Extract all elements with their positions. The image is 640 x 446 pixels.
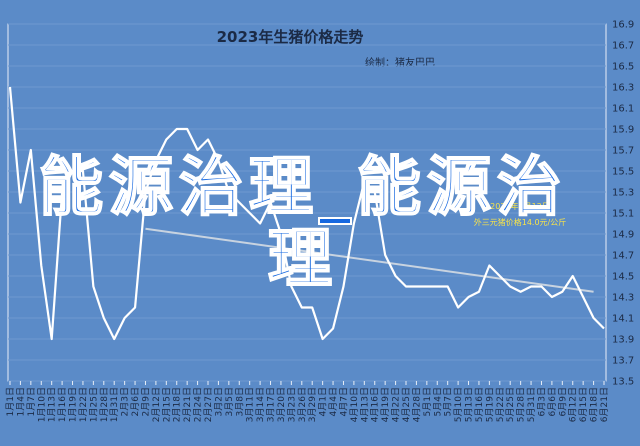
x-tick-label: 6月6日	[547, 387, 558, 416]
y-tick-label: 16.3	[612, 83, 634, 94]
y-tick-label: 14.5	[612, 272, 634, 283]
annotation: 外三元猪价格14.0元/公斤	[474, 217, 567, 227]
x-tick-label: 5月22日	[495, 387, 506, 422]
x-tick-label: 1月7日	[26, 387, 37, 416]
x-tick-label: 1月19日	[68, 387, 79, 422]
x-tick-label: 3月14日	[255, 387, 266, 422]
x-tick-label: 1月31日	[109, 387, 120, 422]
x-tick-label: 5月10日	[453, 387, 464, 422]
y-tick-label: 13.5	[612, 377, 634, 388]
x-tick-label: 2月12日	[151, 387, 162, 422]
y-tick-label: 15.5	[612, 167, 634, 178]
x-tick-label: 6月3日	[536, 387, 547, 416]
chart-title: 2023年生猪价格走势	[217, 28, 364, 46]
y-tick-label: 16.5	[612, 62, 634, 73]
y-tick-label: 15.1	[612, 209, 634, 220]
x-tick-label: 2月18日	[172, 387, 183, 422]
x-tick-label: 4月4日	[328, 387, 339, 416]
x-tick-label: 4月22日	[391, 387, 402, 422]
x-tick-label: 3月23日	[286, 387, 297, 422]
chart-subtitle: 绘制：猪友巴巴	[365, 56, 435, 69]
price-line	[8, 86, 605, 341]
x-tick-label: 3月29日	[307, 387, 318, 422]
y-tick-label: 14.9	[612, 230, 634, 241]
x-tick-label: 6月21日	[599, 387, 610, 422]
y-tick-label: 15.7	[612, 146, 634, 157]
x-tick-label: 5月19日	[484, 387, 495, 422]
x-tick-label: 4月1日	[318, 387, 329, 416]
y-tick-label: 13.9	[612, 335, 634, 346]
x-tick-label: 5月28日	[516, 387, 527, 422]
x-tick-label: 6月9日	[557, 387, 568, 416]
y-tick-label: 16.1	[612, 104, 634, 115]
trend-line	[145, 227, 594, 293]
x-tick-label: 3月8日	[234, 387, 245, 416]
x-tick-label: 4月13日	[359, 387, 370, 422]
x-tick-label: 5月31日	[526, 387, 537, 422]
x-tick-label: 5月16日	[474, 387, 485, 422]
x-tick-label: 1月4日	[15, 387, 26, 416]
x-tick-label: 6月12日	[568, 387, 579, 422]
x-tick-label: 5月13日	[464, 387, 475, 422]
x-tick-label: 4月10日	[349, 387, 360, 422]
x-tick-label: 3月5日	[224, 387, 235, 416]
y-tick-label: 14.3	[612, 293, 634, 304]
x-tick-label: 6月15日	[578, 387, 589, 422]
x-tick-label: 5月4日	[432, 387, 443, 416]
x-tick-label: 1月13日	[47, 387, 58, 422]
y-tick-label: 16.7	[612, 41, 634, 52]
x-tick-label: 1月25日	[88, 387, 99, 422]
x-tick-label: 5月25日	[505, 387, 516, 422]
x-tick-label: 4月19日	[380, 387, 391, 422]
x-tick-label: 2月6日	[130, 387, 141, 416]
x-tick-label: 3月17日	[266, 387, 277, 422]
watermark: 能源治理_能源治理	[38, 151, 567, 297]
x-tick-label: 1月10日	[36, 387, 47, 422]
x-tick-label: 2月27日	[203, 387, 214, 422]
y-tick-label: 15.9	[612, 125, 634, 136]
x-tick-label: 1月16日	[57, 387, 68, 422]
x-tick-label: 3月26日	[297, 387, 308, 422]
x-tick-label: 1月22日	[78, 387, 89, 422]
x-tick-label: 2月24日	[193, 387, 204, 422]
x-tick-label: 6月18日	[589, 387, 600, 422]
x-tick-label: 4月16日	[370, 387, 381, 422]
x-tick-label: 2月9日	[140, 387, 151, 416]
x-tick-label: 1月28日	[99, 387, 110, 422]
x-tick-label: 3月20日	[276, 387, 287, 422]
x-tick-label: 4月25日	[401, 387, 412, 422]
x-tick-label: 4月7日	[338, 387, 349, 416]
x-tick-label: 3月11日	[245, 387, 256, 422]
y-tick-label: 16.9	[612, 20, 634, 31]
y-tick-label: 14.1	[612, 314, 634, 325]
x-tick-label: 2月21日	[182, 387, 193, 422]
x-tick-label: 5月7日	[443, 387, 454, 416]
y-tick-label: 14.7	[612, 251, 634, 262]
x-tick-label: 2月3日	[120, 387, 131, 416]
x-tick-label: 5月1日	[422, 387, 433, 416]
annotation: 2023年6月12日	[490, 201, 550, 211]
x-tick-label: 3月2日	[213, 387, 224, 416]
x-tick-label: 1月1日	[5, 387, 16, 416]
x-tick-label: 4月28日	[411, 387, 422, 422]
y-tick-label: 15.3	[612, 188, 634, 199]
y-tick-label: 13.7	[612, 356, 634, 367]
x-tick-label: 2月15日	[161, 387, 172, 422]
